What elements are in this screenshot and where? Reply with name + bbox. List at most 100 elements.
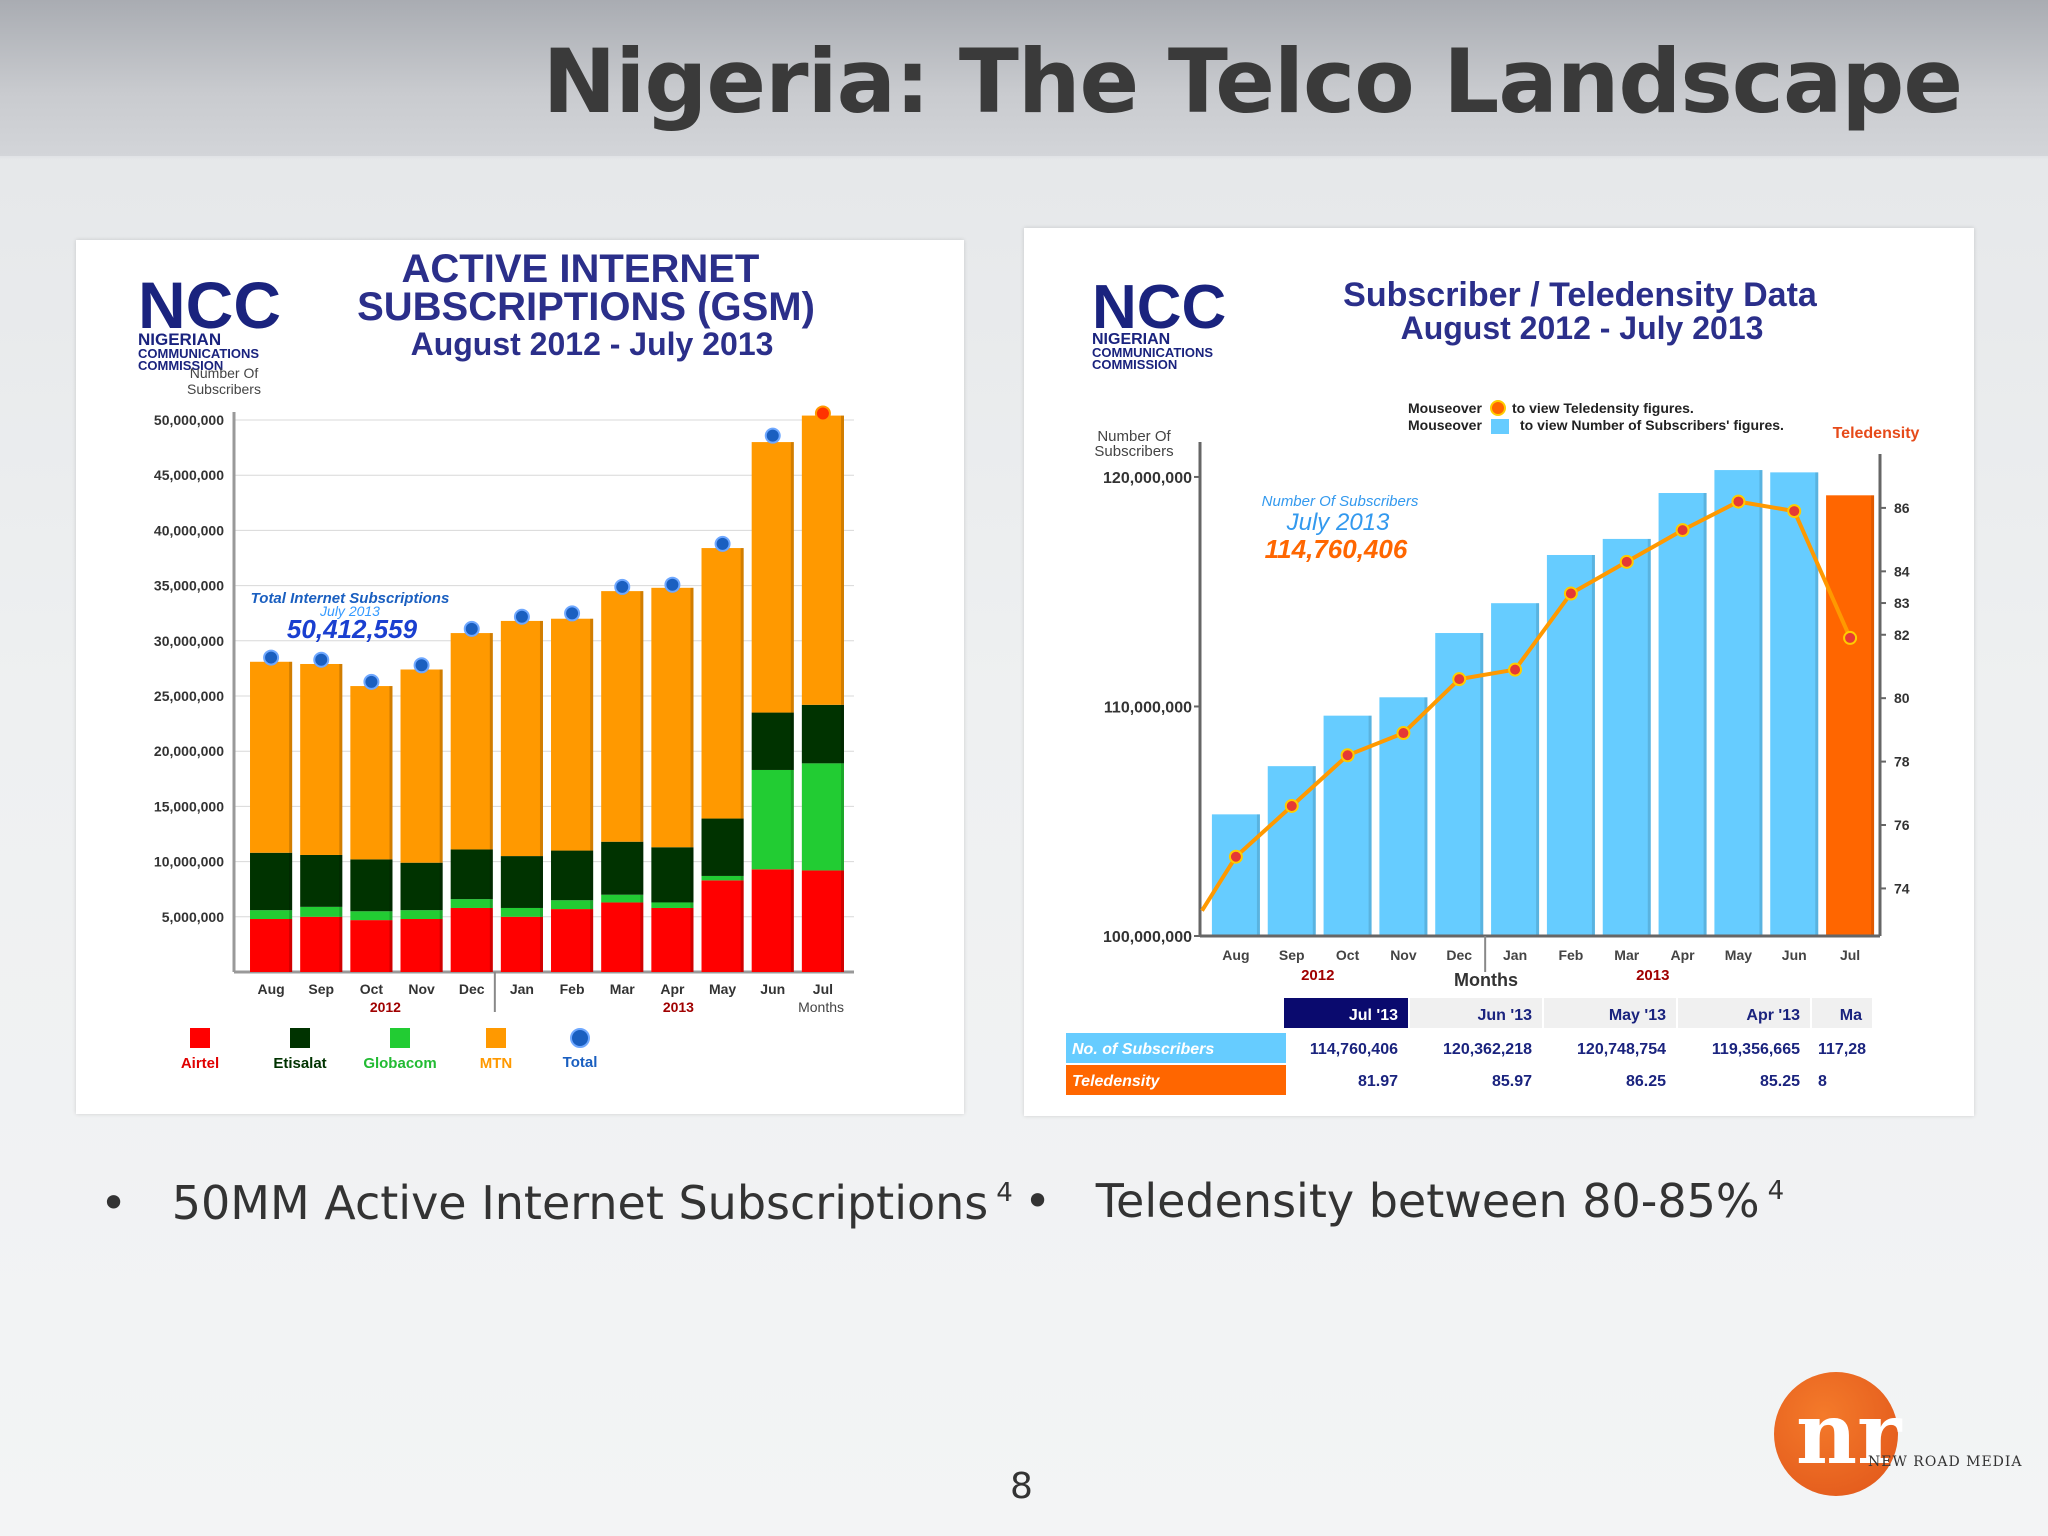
bar-mtn-nov	[400, 669, 443, 863]
instruction-2-prefix: Mouseover	[1408, 417, 1482, 433]
total-marker-oct	[363, 673, 380, 690]
x-tick-label: Jul	[1840, 947, 1860, 963]
legend-label-total: Total	[563, 1054, 598, 1071]
total-marker-apr	[664, 576, 681, 593]
x-tick-label: Sep	[1279, 947, 1305, 963]
x-axis-label: Months	[1454, 970, 1518, 990]
bar-shadow	[439, 669, 443, 972]
bar-mtn-mar	[601, 591, 644, 842]
bar-etisalat-may	[701, 818, 744, 876]
ncc-logo-line1: NIGERIAN	[1092, 331, 1170, 348]
y2-tick-label: 74	[1894, 880, 1910, 896]
bar-shadow	[339, 663, 343, 972]
x-tick-label: Mar	[610, 981, 635, 997]
table-row-label-cell	[1066, 1033, 1286, 1063]
table-cell: 119,356,665	[1712, 1041, 1800, 1058]
year-label-2013: 2013	[663, 999, 694, 1015]
x-tick-label: Aug	[257, 981, 284, 997]
table-row-label-cell	[1066, 1065, 1286, 1095]
bullet-teledensity-text: Teledensity between 80-85%	[1095, 1174, 1760, 1228]
teledensity-point-may	[1731, 494, 1746, 509]
ncc-logo-line3: COMMISSION	[1092, 357, 1177, 372]
bar-etisalat-feb	[551, 850, 594, 901]
y2-tick-label: 83	[1894, 595, 1910, 611]
y-tick-label: 25,000,000	[154, 688, 224, 704]
y2-axis-label: Teledensity	[1833, 425, 1920, 442]
x-tick-label: Jan	[510, 981, 534, 997]
subscribers-annotation: Number Of Subscribers July 2013 114,760,…	[1262, 493, 1419, 564]
bar-shadow	[539, 620, 543, 972]
table-cell: 8	[1818, 1073, 1827, 1090]
x-tick-label: Feb	[1558, 947, 1583, 963]
bar-etisalat-apr	[651, 847, 694, 903]
x-tick-label: May	[1725, 947, 1752, 963]
bar-airtel-jan	[500, 916, 543, 972]
bar-subscribers-jul	[1826, 495, 1875, 936]
bar-airtel-may	[701, 880, 744, 972]
x-tick-label: Feb	[560, 981, 585, 997]
y2-tick-label: 82	[1894, 627, 1910, 643]
x-tick-label: Nov	[1390, 947, 1417, 963]
x-tick-label: Apr	[1671, 947, 1696, 963]
table-cell: 120,362,218	[1443, 1041, 1532, 1058]
annotation-value: 50,412,559	[287, 614, 418, 644]
x-tick-label: Mar	[1614, 947, 1639, 963]
ncc-logo: NCC NIGERIAN COMMUNICATIONS COMMISSION	[1092, 273, 1226, 372]
bar-shadow	[1256, 814, 1260, 936]
legend-label-globacom: Globacom	[363, 1055, 436, 1072]
slide-title: Nigeria: The Telco Landscape	[542, 30, 1963, 133]
y2-tick-labels: 74 76 78 80 82 83 84 86	[1880, 500, 1910, 896]
y-tick-label: 35,000,000	[154, 578, 224, 594]
annotation-label: Number Of Subscribers	[1262, 493, 1419, 510]
y-axis-label: Number Of Subscribers	[1094, 428, 1173, 460]
bar-shadow	[740, 548, 744, 972]
table-row-label: Teledensity	[1072, 1073, 1161, 1090]
bar-etisalat-oct	[350, 859, 393, 912]
bar-globacom-aug	[250, 910, 293, 920]
bar-shadow	[1536, 603, 1540, 936]
x-tick-labels: Aug Sep Oct Nov Dec Jan Feb Mar Apr May Jun Jul 2012…	[257, 972, 844, 1015]
instructions: Mouseover to view Teledensity figures. M…	[1408, 400, 1784, 434]
teledensity-point-nov	[1396, 726, 1411, 741]
x-tick-label: Jan	[1503, 947, 1527, 963]
ncc-logo-letters: NCC	[138, 268, 281, 342]
ncc-logo-line2: COMMUNICATIONS	[1092, 345, 1213, 360]
table-header-cell	[1410, 998, 1542, 1028]
bar-mtn-jan	[500, 620, 543, 857]
annotation-period: July 2013	[1286, 509, 1390, 536]
teledensity-point-aug	[1228, 849, 1243, 864]
table-header-cell	[1284, 998, 1408, 1028]
bar-shadow	[1368, 715, 1372, 936]
x-tick-label: Dec	[459, 981, 485, 997]
year-label-2012: 2012	[1301, 967, 1334, 984]
total-marker-sep	[313, 651, 330, 668]
bar-shadow	[590, 618, 594, 972]
table-header-cell	[1544, 998, 1676, 1028]
bar-mtn-jul	[801, 415, 844, 705]
stacked-bars	[250, 415, 844, 972]
bar-mtn-dec	[450, 633, 493, 850]
total-marker-jun	[764, 427, 781, 444]
bar-globacom-apr	[651, 902, 694, 908]
teledensity-point-jun	[1787, 504, 1802, 519]
bar-shadow	[1871, 495, 1875, 936]
instruction-1-prefix: Mouseover	[1408, 400, 1482, 416]
legend-swatch-airtel	[190, 1028, 210, 1048]
bar-shadow	[640, 591, 644, 972]
y-tick-label: 15,000,000	[154, 798, 224, 814]
teledensity-point-mar	[1619, 554, 1634, 569]
y2-tick-label: 86	[1894, 500, 1910, 516]
bar-airtel-dec	[450, 907, 493, 972]
y-tick-label: 40,000,000	[154, 522, 224, 538]
title-bar	[0, 0, 2048, 156]
total-marker-jul	[814, 405, 831, 422]
bar-subscribers-apr	[1658, 493, 1707, 936]
table-header-label: Jul '13	[1349, 1007, 1398, 1024]
x-tick-label: Oct	[1336, 947, 1360, 963]
bar-shadow	[1759, 470, 1763, 936]
bar-shadow	[289, 661, 293, 972]
bar-airtel-jun	[751, 869, 794, 972]
y2-tick-label: 78	[1894, 754, 1910, 770]
legend-swatch-globacom	[390, 1028, 410, 1048]
table-header-label: Ma	[1840, 1007, 1862, 1024]
